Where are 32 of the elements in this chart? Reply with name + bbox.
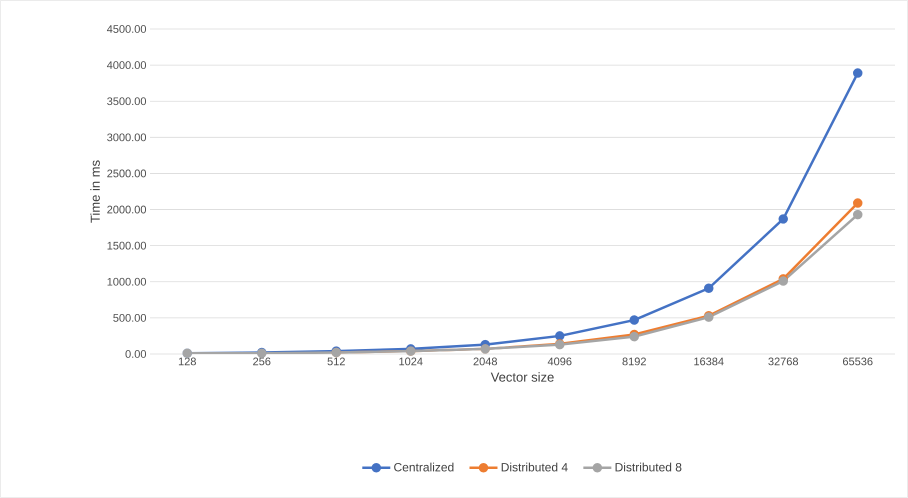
point: [852, 210, 862, 220]
y-tick-label: 1500.00: [108, 242, 146, 250]
y-axis-title: Time in ms: [90, 160, 100, 223]
y-tick-label: 3000.00: [107, 133, 146, 142]
y-tick-label: 3500.00: [107, 97, 146, 106]
y-tick-label: 4500.00: [106, 25, 146, 33]
x-tick-label: 1024: [399, 358, 423, 366]
x-tick-label: 256: [253, 358, 270, 366]
x-tick-label: 128: [178, 358, 196, 366]
x-tick-label: 8192: [622, 358, 646, 366]
x-tick-label: 32768: [768, 358, 798, 366]
x-tick-label: 65536: [843, 358, 873, 366]
y-tick-label: 4000.00: [106, 61, 146, 70]
legend-label: Distributed 4: [502, 462, 568, 472]
x-tick-label: 2048: [474, 358, 497, 366]
point: [630, 315, 639, 325]
y-tick-label: 500.00: [113, 314, 146, 322]
y-tick-label: 2500.00: [107, 170, 146, 178]
point: [852, 198, 862, 208]
x-tick-label: 16384: [694, 358, 724, 366]
point: [555, 331, 564, 341]
x-tick-label: 512: [328, 358, 345, 366]
point: [704, 284, 714, 294]
point: [778, 214, 788, 224]
legend-label: Distributed 8: [616, 462, 682, 472]
point: [852, 68, 862, 78]
y-tick-label: 1000.00: [108, 278, 146, 286]
legend-label: Centralized: [394, 462, 454, 472]
x-tick-label: 4096: [548, 358, 572, 366]
y-tick-label: 2000.00: [107, 206, 146, 214]
x-axis-title: Vector size: [490, 372, 554, 382]
y-tick-label: 0.00: [125, 350, 146, 358]
